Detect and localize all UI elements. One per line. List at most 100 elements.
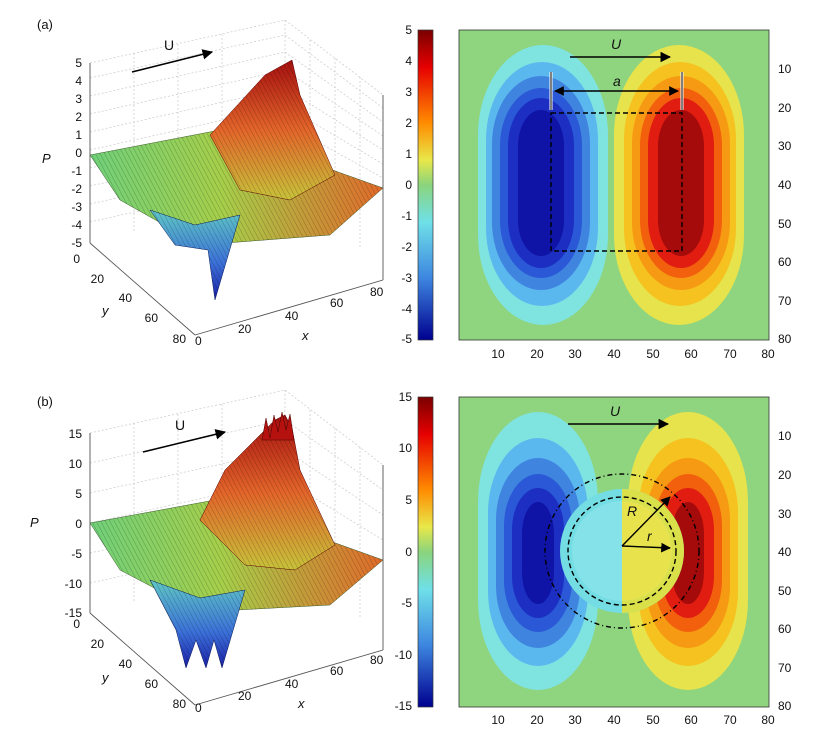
colorbar-tick: -4	[401, 302, 412, 316]
y-tick: 10	[778, 429, 792, 443]
colorbar-b	[417, 396, 434, 708]
x-tick: 20	[530, 347, 544, 361]
surface-a-y-ticks: 0 20 40 60 80	[73, 252, 186, 346]
surface-a-axes	[89, 63, 384, 336]
colorbar-tick: -3	[401, 271, 412, 285]
z-tick: -5	[71, 547, 82, 561]
x-tick: 60	[684, 713, 698, 727]
colorbar-tick: -5	[401, 596, 412, 610]
x-tick: 20	[238, 322, 252, 336]
z-tick: -15	[65, 606, 83, 620]
x-tick: 50	[646, 347, 660, 361]
x-tick: 80	[370, 285, 384, 299]
colorbar-b-ticks: 15 10 5 0 -5 -10 -15	[395, 390, 413, 713]
surface-plot-b: U 15 10 5 0 -5 -10 -15 P 0 20 40 60 80 y…	[30, 389, 384, 715]
x-tick: 30	[568, 713, 582, 727]
colorbar-tick: 3	[405, 85, 412, 99]
y-tick: 70	[778, 294, 792, 308]
surface-plot-a: U 5 4 3 2 1 0 -1 -2 -3 -4 -5 P 0 20 40	[42, 19, 384, 348]
flow-arrow-a-surface	[131, 49, 214, 73]
colorbar-tick: 1	[405, 147, 412, 161]
y-tick: 50	[778, 217, 792, 231]
colorbar-tick: 0	[405, 545, 412, 559]
surface-a-x-label: x	[301, 328, 309, 343]
y-tick: 60	[145, 677, 159, 691]
x-tick: 0	[195, 334, 202, 348]
inner-circle-b	[567, 496, 677, 606]
x-tick: 80	[761, 347, 775, 361]
surface-b-z-label: P	[30, 515, 39, 530]
surface-b-trough-mesh	[150, 580, 245, 668]
x-tick: 40	[285, 677, 299, 691]
outer-radius-label: R	[627, 503, 637, 519]
y-tick: 40	[778, 178, 792, 192]
z-tick: 5	[75, 487, 82, 501]
surface-b-y-ticks: 0 20 40 60 80	[73, 617, 186, 711]
surface-a-y-label: y	[101, 303, 110, 318]
z-tick: -5	[71, 236, 82, 250]
flow-arrow-b-surface	[142, 429, 227, 453]
y-tick: 0	[73, 252, 80, 266]
contour-a-field	[459, 30, 769, 340]
surface-a-trough-mesh	[150, 210, 240, 300]
z-tick: 15	[69, 427, 83, 441]
z-tick: 2	[75, 110, 82, 124]
colorbar-tick: -2	[401, 240, 412, 254]
colorbar-tick: -15	[395, 699, 413, 713]
y-tick: 20	[91, 637, 105, 651]
y-tick: 60	[778, 255, 792, 269]
x-tick: 80	[761, 713, 775, 727]
x-tick: 50	[646, 713, 660, 727]
contour-b-x-ticks: 10 20 30 40 50 60 70 80	[491, 713, 775, 727]
z-tick: -10	[65, 577, 83, 591]
y-tick: 60	[145, 311, 159, 325]
outer-radius-arrow	[621, 496, 671, 547]
flow-label-b-surface: U	[175, 417, 185, 433]
outer-circle-b	[544, 473, 700, 629]
y-tick: 20	[778, 101, 792, 115]
surface-b-z-ticks: 15 10 5 0 -5 -10 -15	[65, 427, 83, 620]
surface-b-ridge-mesh	[200, 415, 335, 570]
contour-map-b: 15 10 5 0 -5 -10 -15	[395, 390, 792, 727]
colorbar-tick: -10	[395, 648, 413, 662]
x-tick: 30	[568, 347, 582, 361]
colorbar-tick: 10	[399, 441, 413, 455]
x-tick: 0	[195, 701, 202, 715]
y-tick: 80	[173, 332, 187, 346]
z-tick: 10	[69, 457, 83, 471]
z-tick: 3	[75, 92, 82, 106]
flow-label-b-map: U	[610, 403, 621, 419]
x-tick: 60	[330, 296, 344, 310]
panel-b: (b)	[30, 389, 792, 727]
panel-b-label: (b)	[37, 394, 53, 409]
x-tick: 40	[607, 347, 621, 361]
y-tick: 30	[778, 139, 792, 153]
y-tick: 70	[778, 661, 792, 675]
y-tick: 60	[778, 622, 792, 636]
y-tick: 80	[778, 699, 792, 713]
y-tick: 50	[778, 584, 792, 598]
colorbar-tick: 5	[405, 493, 412, 507]
surface-a-peak-mesh	[210, 60, 335, 200]
span-label-a: a	[613, 73, 621, 89]
dashed-rectangle-a	[550, 112, 683, 252]
z-tick: -4	[71, 218, 82, 232]
contour-a-x-ticks: 10 20 30 40 50 60 70 80	[491, 347, 775, 361]
y-tick: 20	[778, 468, 792, 482]
y-tick: 0	[73, 617, 80, 631]
z-tick: 4	[75, 74, 82, 88]
contour-a-y-ticks: 10 20 30 40 50 60 70 80	[778, 62, 792, 346]
x-tick: 40	[607, 713, 621, 727]
x-tick: 60	[330, 664, 344, 678]
surface-a-z-ticks: 5 4 3 2 1 0 -1 -2 -3 -4 -5	[71, 56, 82, 250]
y-tick: 30	[778, 507, 792, 521]
z-tick: 0	[75, 517, 82, 531]
surface-a-z-label: P	[42, 151, 51, 166]
panel-a-label: (a)	[37, 17, 53, 32]
surface-b-spikes	[261, 411, 295, 441]
x-tick: 20	[238, 689, 252, 703]
panel-a: (a)	[37, 17, 792, 361]
contour-map-a: 5 4 3 2 1 0 -1 -2 -3 -4 -5	[401, 23, 791, 361]
colorbar-a-ticks: 5 4 3 2 1 0 -1 -2 -3 -4 -5	[401, 23, 412, 346]
colorbar-tick: -5	[401, 332, 412, 346]
